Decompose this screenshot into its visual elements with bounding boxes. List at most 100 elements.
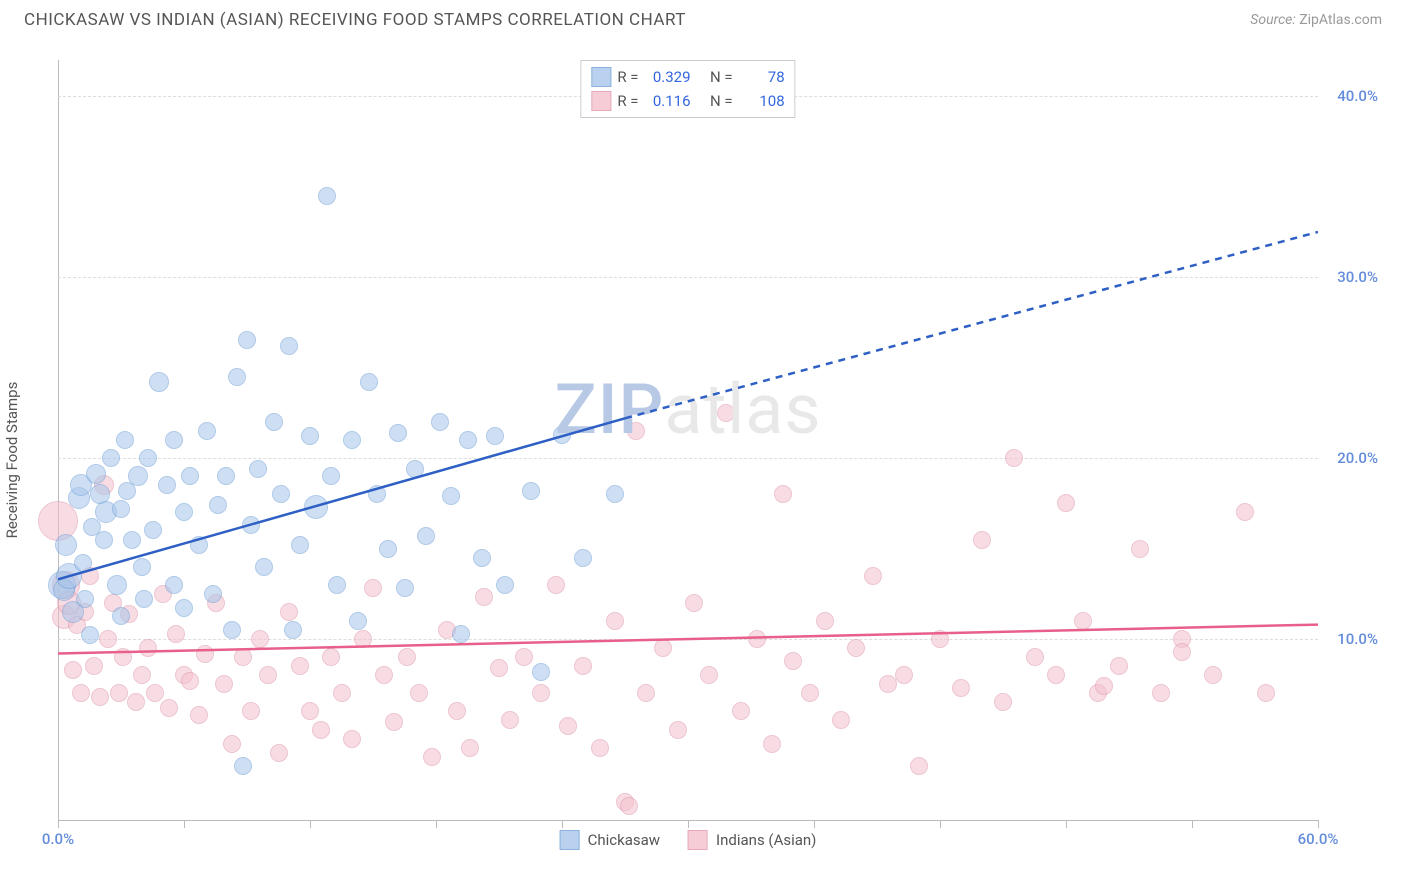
plot-region: ZIPatlas 10.0%20.0%30.0%40.0%0.0%60.0%R …	[58, 60, 1318, 820]
data-point	[149, 372, 169, 392]
data-point	[496, 576, 514, 594]
data-point	[354, 630, 372, 648]
data-point	[242, 516, 260, 534]
y-tick-label: 20.0%	[1337, 449, 1378, 467]
data-point	[167, 625, 185, 643]
x-tick-label: 60.0%	[1298, 830, 1339, 848]
data-point	[204, 585, 222, 603]
data-point	[116, 431, 134, 449]
data-point	[217, 467, 235, 485]
data-point	[1057, 494, 1075, 512]
data-point	[223, 735, 241, 753]
data-point	[112, 500, 130, 518]
x-tick	[58, 820, 59, 828]
data-point	[360, 373, 378, 391]
data-point	[114, 648, 132, 666]
data-point	[322, 648, 340, 666]
data-point	[91, 688, 109, 706]
data-point	[895, 666, 913, 684]
data-point	[973, 531, 991, 549]
data-point	[1236, 503, 1254, 521]
data-point	[328, 576, 346, 594]
data-point	[490, 659, 508, 677]
data-point	[553, 426, 571, 444]
data-point	[532, 684, 550, 702]
data-point	[398, 648, 416, 666]
r-value: 0.329	[645, 65, 691, 89]
data-point	[606, 612, 624, 630]
data-point	[343, 730, 361, 748]
data-point	[654, 639, 672, 657]
data-point	[291, 657, 309, 675]
data-point	[461, 739, 479, 757]
data-point	[473, 549, 491, 567]
data-point	[209, 496, 227, 514]
data-point	[86, 464, 106, 484]
data-point	[128, 466, 148, 486]
data-point	[1152, 684, 1170, 702]
data-point	[301, 702, 319, 720]
data-point	[368, 485, 386, 503]
data-point	[1173, 643, 1191, 661]
x-tick-label: 0.0%	[42, 830, 74, 848]
data-point	[190, 706, 208, 724]
data-point	[234, 648, 252, 666]
source-label: Source:	[1250, 12, 1295, 28]
gridline	[58, 639, 1318, 640]
data-point	[784, 652, 802, 670]
trend-line	[625, 232, 1318, 418]
x-tick	[940, 820, 941, 828]
data-point	[102, 449, 120, 467]
data-point	[72, 684, 90, 702]
legend-row: R =0.116 N =108	[591, 89, 784, 113]
data-point	[685, 594, 703, 612]
data-point	[190, 536, 208, 554]
data-point	[700, 666, 718, 684]
legend-item: Indians (Asian)	[688, 830, 816, 850]
y-tick-label: 40.0%	[1337, 87, 1378, 105]
data-point	[952, 679, 970, 697]
trend-line	[58, 418, 625, 579]
data-point	[81, 626, 99, 644]
x-tick	[1066, 820, 1067, 828]
data-point	[196, 645, 214, 663]
data-point	[112, 607, 130, 625]
data-point	[234, 757, 252, 775]
data-point	[181, 672, 199, 690]
legend-label: Indians (Asian)	[716, 831, 816, 849]
data-point	[431, 413, 449, 431]
data-point	[637, 684, 655, 702]
data-point	[389, 424, 407, 442]
data-point	[107, 575, 127, 595]
data-point	[312, 721, 330, 739]
data-point	[1204, 666, 1222, 684]
data-point	[606, 485, 624, 503]
n-value: 78	[739, 65, 785, 89]
data-point	[669, 721, 687, 739]
data-point	[864, 567, 882, 585]
data-point	[574, 657, 592, 675]
data-point	[223, 621, 241, 639]
data-point	[385, 713, 403, 731]
data-point	[146, 684, 164, 702]
data-point	[532, 663, 550, 681]
data-point	[375, 666, 393, 684]
data-point	[139, 639, 157, 657]
data-point	[452, 625, 470, 643]
data-point	[1005, 449, 1023, 467]
data-point	[139, 449, 157, 467]
data-point	[931, 630, 949, 648]
data-point	[74, 554, 92, 572]
data-point	[910, 757, 928, 775]
data-point	[448, 702, 466, 720]
data-point	[175, 503, 193, 521]
y-tick-label: 10.0%	[1337, 630, 1378, 648]
data-point	[559, 717, 577, 735]
data-point	[64, 661, 82, 679]
data-point	[475, 588, 493, 606]
data-point	[459, 431, 477, 449]
data-point	[994, 693, 1012, 711]
y-axis-label: Receiving Food Stamps	[3, 382, 21, 539]
data-point	[574, 549, 592, 567]
legend-swatch	[688, 830, 708, 850]
